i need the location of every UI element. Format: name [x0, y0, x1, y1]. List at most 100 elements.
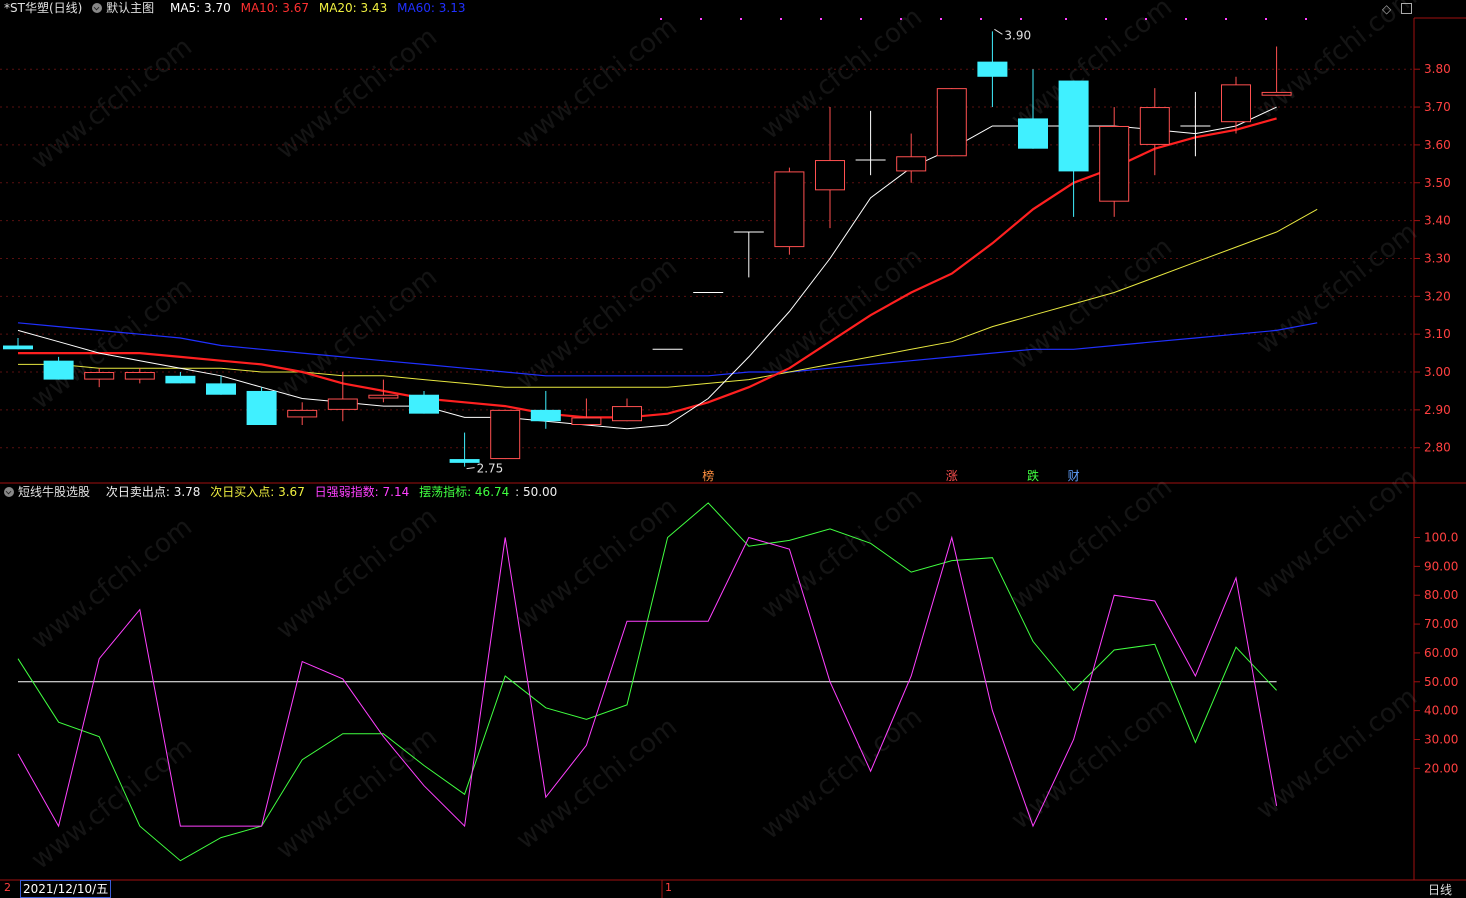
indicator-axis: 100.0 90.00 80.00 70.00 60.00 50.00 40.00 30.00…: [1414, 531, 1458, 775]
price-annotations: 3.90 2.75: [466, 28, 1031, 476]
watermark-text: www.cfchi.com: [26, 512, 198, 656]
top-dot: [1225, 18, 1227, 20]
candle-body: [84, 372, 115, 380]
watermark-text: www.cfchi.com: [1006, 692, 1178, 836]
ma10-value: MA10: 3.67: [240, 1, 310, 15]
candle-body: [43, 360, 74, 380]
swing-index-value: 摆荡指标: 46.74: [419, 485, 510, 499]
candle: [327, 372, 358, 422]
watermark-text: www.cfchi.com: [271, 722, 443, 866]
diamond-icon[interactable]: ◇: [1381, 2, 1392, 16]
candle: [1221, 76, 1251, 134]
top-dot: [940, 18, 942, 20]
top-dot: [1305, 18, 1307, 20]
watermark-text: www.cfchi.com: [511, 252, 683, 396]
candle: [896, 133, 927, 183]
price-tick-label: 2.80: [1424, 441, 1451, 455]
price-extreme-label: 3.90: [1004, 28, 1031, 42]
ma20-line: [18, 208, 1318, 388]
candle-body: [368, 394, 399, 399]
watermark-text: www.cfchi.com: [26, 272, 198, 416]
indicator-tick-label: 100.0: [1424, 531, 1458, 545]
candle-body: [977, 61, 1008, 77]
watermark-text: www.cfchi.com: [1251, 217, 1423, 361]
price-tick-label: 3.50: [1424, 176, 1451, 190]
indicator-selector[interactable]: 短线牛股选股: [4, 485, 96, 499]
candle: [855, 110, 886, 176]
price-tick-label: 2.90: [1424, 403, 1451, 417]
candle: [124, 368, 155, 384]
candle: [733, 231, 764, 278]
price-grid: [0, 68, 1414, 449]
candle: [936, 88, 967, 157]
candle-body: [936, 88, 967, 157]
price-tick-label: 3.00: [1424, 365, 1451, 379]
cursor-mark: 1: [665, 881, 672, 894]
candle-body: [896, 156, 927, 172]
candle: [368, 379, 399, 403]
candle-body: [246, 390, 277, 426]
watermark-text: www.cfchi.com: [511, 712, 683, 856]
candle-body: [1261, 91, 1292, 96]
top-dot: [660, 18, 662, 20]
main-chart-selector[interactable]: 默认主图: [92, 1, 160, 15]
candle-body: [1221, 84, 1251, 123]
price-tick-label: 3.80: [1424, 62, 1451, 76]
candle: [3, 337, 33, 350]
event-mark: 榜: [702, 468, 714, 483]
price-axis: 3.80 3.70 3.60 3.50 3.40 3.30 3.20 3.10 3.00 2.90…: [1414, 62, 1451, 455]
watermark-text: www.cfchi.com: [271, 22, 443, 166]
indicator-tick-label: 70.00: [1424, 617, 1458, 631]
candle-body: [571, 417, 602, 426]
candle: [1018, 69, 1048, 149]
candle: [1261, 46, 1292, 96]
candle: [1099, 107, 1130, 217]
period-button[interactable]: 日线: [1428, 883, 1453, 897]
candle-body: [1099, 125, 1130, 202]
watermark-text: www.cfchi.com: [26, 32, 198, 176]
indicator-tick-label: 40.00: [1424, 704, 1458, 718]
top-dot: [1185, 18, 1187, 20]
top-dot: [820, 18, 822, 20]
candle-body: [165, 375, 196, 384]
candle: [449, 432, 480, 467]
candle: [490, 409, 521, 460]
cursor-date: 2021/12/10/五: [20, 880, 112, 898]
indicator-tick-label: 30.00: [1424, 732, 1458, 746]
stock-title[interactable]: *ST华塑(日线): [4, 1, 83, 15]
price-tick-label: 3.20: [1424, 289, 1451, 303]
ma60-line: [17, 322, 1318, 377]
dropdown-icon[interactable]: [92, 3, 103, 13]
watermark-text: www.cfchi.com: [271, 502, 443, 646]
watermark-layer: www.cfchi.com www.cfchi.com www.cfchi.com w…: [26, 0, 1423, 876]
watermark-text: www.cfchi.com: [511, 12, 683, 156]
candle: [612, 398, 642, 422]
top-dot: [1105, 18, 1107, 20]
candle: [1058, 80, 1089, 217]
top-dot: [1020, 18, 1022, 20]
top-dot: [900, 18, 902, 20]
price-extreme-pointer: [466, 467, 475, 470]
candles: [3, 31, 1292, 467]
ma10-line: [18, 117, 1277, 419]
restore-icon[interactable]: [1401, 3, 1412, 14]
candle-body: [124, 372, 155, 380]
buy-point-value: 次日买入点: 3.67: [210, 485, 305, 499]
price-tick-label: 3.10: [1424, 327, 1451, 341]
top-dot: [860, 18, 862, 20]
top-dot-markers: [660, 18, 1307, 20]
candle-body: [287, 409, 318, 418]
event-mark: 财: [1068, 469, 1080, 483]
candle: [409, 390, 439, 414]
watermark-text: www.cfchi.com: [756, 2, 928, 146]
midline-value: : 50.00: [515, 485, 558, 499]
candle-body: [612, 406, 642, 422]
indicator-header: 短线牛股选股 次日卖出点: 3.78 次日买入点: 3.67 日强弱指数: 7.…: [4, 484, 563, 500]
top-dot: [980, 18, 982, 20]
candle-body: [1139, 107, 1170, 145]
dropdown-icon[interactable]: [4, 487, 14, 497]
top-dot: [700, 18, 702, 20]
price-tick-label: 3.40: [1424, 214, 1451, 228]
indicator-tick-label: 20.00: [1424, 761, 1458, 775]
